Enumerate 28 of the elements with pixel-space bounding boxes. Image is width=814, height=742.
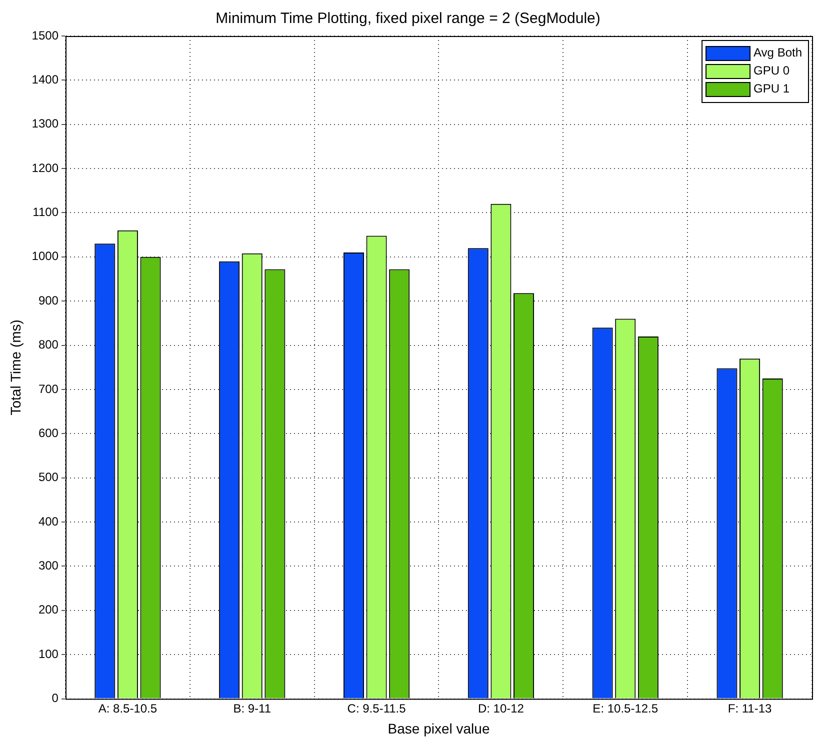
- y-tick-label: 1100: [32, 205, 59, 220]
- legend-label: Avg Both: [754, 45, 802, 60]
- y-tick-label: 800: [38, 338, 59, 352]
- x-tick-label: D: 10-12: [478, 701, 524, 716]
- y-axis-title: Total Time (ms): [7, 320, 24, 416]
- y-tick-label: 500: [38, 470, 59, 484]
- y-tick-label: 600: [38, 426, 59, 440]
- legend-label: GPU 1: [754, 81, 790, 96]
- y-tick-label: 300: [38, 558, 59, 573]
- x-tick-label: F: 11-13: [728, 701, 772, 716]
- y-tick-label: 1400: [32, 72, 59, 86]
- y-tick-label: 0: [52, 691, 59, 706]
- y-tick-label: 200: [38, 602, 59, 617]
- y-tick-label: 100: [38, 646, 59, 661]
- y-tick-label: 1000: [32, 249, 59, 264]
- chart-title: Minimum Time Plotting, fixed pixel range = 2 (SegModule): [216, 10, 600, 28]
- legend-label: GPU 0: [754, 63, 790, 78]
- y-tick-label: 1200: [32, 160, 59, 175]
- x-tick-label: A: 8.5-10.5: [98, 701, 158, 716]
- x-tick-label: C: 9.5-11.5: [347, 701, 406, 716]
- y-tick-label: 400: [38, 514, 59, 528]
- x-tick-label: B: 9-11: [233, 701, 272, 716]
- y-tick-label: 700: [38, 382, 59, 396]
- y-tick-label: 1300: [32, 116, 59, 131]
- x-axis-title: Base pixel value: [388, 720, 490, 736]
- y-tick-label: 900: [38, 293, 59, 308]
- y-tick-label: 1500: [32, 28, 59, 42]
- x-tick-label: E: 10.5-12.5: [592, 701, 658, 716]
